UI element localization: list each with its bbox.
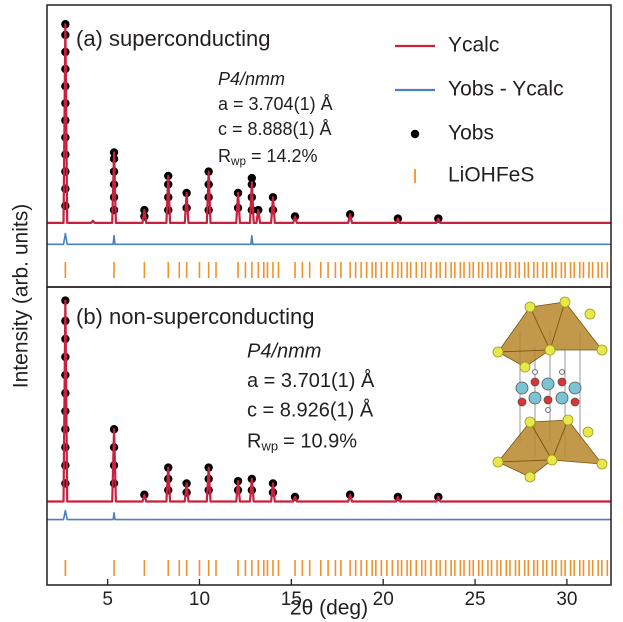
annotation: P4/nmm xyxy=(247,340,321,362)
legend-label: Yobs - Ycalc xyxy=(448,78,564,101)
x-tick-label: 15 xyxy=(281,589,302,610)
series-line xyxy=(47,299,611,503)
panel-frame xyxy=(46,286,612,586)
obs-point xyxy=(204,205,213,215)
x-tick-label: 20 xyxy=(373,589,394,610)
panel-label: (b) non-superconducting xyxy=(76,304,314,329)
x-tick-label: 10 xyxy=(189,589,210,610)
obs-point xyxy=(109,479,119,488)
rwp-symbol: R xyxy=(218,146,231,166)
rwp-value: = 10.9% xyxy=(283,431,357,453)
obs-point xyxy=(61,425,70,434)
crystal-structure xyxy=(492,296,608,483)
obs-point xyxy=(164,205,173,215)
obs-point xyxy=(61,184,70,193)
rwp-subscript: wp xyxy=(230,155,246,168)
x-tick-label: 25 xyxy=(464,589,485,610)
annotation: a = 3.704(1) Å xyxy=(218,94,333,114)
obs-point xyxy=(61,150,70,159)
rwp-subscript: wp xyxy=(260,439,278,454)
series-line xyxy=(47,23,611,225)
obs-point xyxy=(247,173,257,183)
series-line xyxy=(47,232,611,246)
legend-label: Ycalc xyxy=(448,34,499,57)
annotation: c = 8.888(1) Å xyxy=(218,119,332,139)
rwp-value: = 14.2% xyxy=(251,146,318,166)
series-line xyxy=(47,509,611,521)
obs-point xyxy=(61,201,70,211)
annotation: c = 8.926(1) Å xyxy=(247,398,374,421)
annotation: P4/nmm xyxy=(218,69,285,89)
legend-label: LiOHFeS xyxy=(448,164,534,187)
legend-swatch xyxy=(410,129,420,139)
legend-label: Yobs xyxy=(448,122,494,145)
x-tick-label: 5 xyxy=(102,589,113,610)
obs-point xyxy=(109,205,119,215)
obs-point xyxy=(61,479,70,488)
panel-label: (a) superconducting xyxy=(76,26,270,51)
annotation: a = 3.701(1) Å xyxy=(247,369,375,392)
obs-point xyxy=(61,461,70,470)
y-axis-label: Intensity (arb. units) xyxy=(10,204,33,388)
obs-point xyxy=(61,443,70,452)
x-tick-label: 30 xyxy=(556,589,577,610)
rwp-annotation: Rwp = 14.2% xyxy=(218,146,318,168)
rwp-annotation: Rwp = 10.9% xyxy=(247,431,357,454)
rwp-symbol: R xyxy=(247,431,261,453)
obs-point xyxy=(61,167,70,176)
x-axis-label: 2θ (deg) xyxy=(290,597,368,620)
